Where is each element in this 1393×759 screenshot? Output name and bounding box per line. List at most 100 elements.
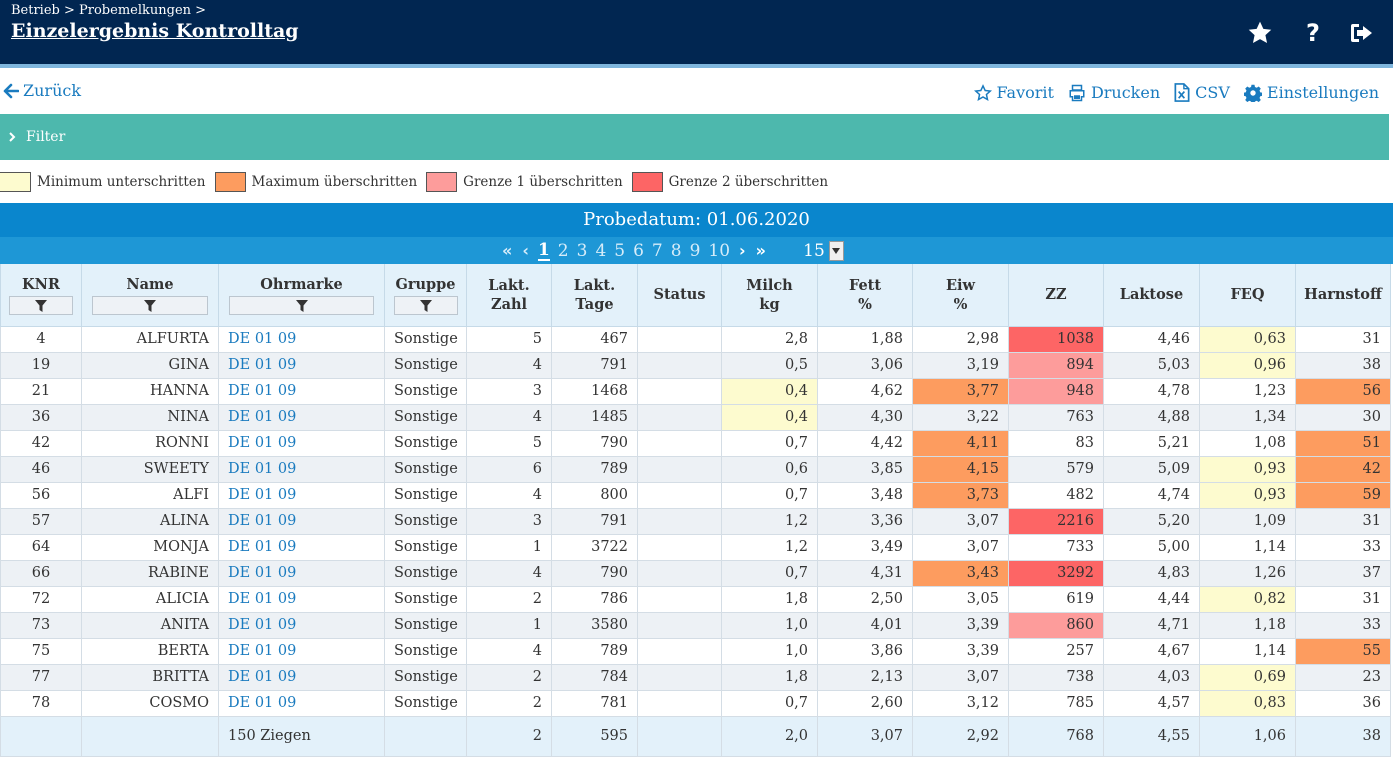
cell-lakt-zahl: 1: [466, 533, 552, 561]
table-row[interactable]: 57 ALINA DE 01 09 Sonstige 3 791 1,2 3,36 3,07 22…: [0, 507, 1391, 535]
chevron-down-icon[interactable]: [828, 240, 844, 261]
cell-ohrmarke[interactable]: DE 01 09: [218, 455, 385, 483]
footer-count: 150 Ziegen: [218, 715, 385, 757]
table-row[interactable]: 77 BRITTA DE 01 09 Sonstige 2 784 1,8 2,13 3,07 7…: [0, 663, 1391, 691]
cell-ohrmarke[interactable]: DE 01 09: [218, 585, 385, 613]
table-row[interactable]: 19 GINA DE 01 09 Sonstige 4 791 0,5 3,06 3,19 894…: [0, 351, 1391, 379]
cell-ohrmarke[interactable]: DE 01 09: [218, 325, 385, 353]
logout-icon[interactable]: [1347, 18, 1377, 48]
breadcrumb[interactable]: Betrieb > Probemelkungen >: [11, 3, 207, 18]
cell-feq: 0,96: [1199, 351, 1296, 379]
column-label: Lakt.: [488, 276, 530, 294]
table-row[interactable]: 75 BERTA DE 01 09 Sonstige 4 789 1,0 3,86 3,39 25…: [0, 637, 1391, 665]
cell-gruppe: Sonstige: [384, 403, 467, 431]
back-button[interactable]: Zurück: [3, 81, 81, 100]
column-harnstoff[interactable]: Harnstoff: [1295, 264, 1391, 327]
cell-zz: 763: [1008, 403, 1104, 431]
cell-ohrmarke[interactable]: DE 01 09: [218, 481, 385, 509]
cell-feq: 0,82: [1199, 585, 1296, 613]
cell-fett: 4,30: [817, 403, 913, 431]
column-status[interactable]: Status: [637, 264, 722, 327]
table-row[interactable]: 78 COSMO DE 01 09 Sonstige 2 781 0,7 2,60 3,12 78…: [0, 689, 1391, 717]
filter-icon[interactable]: [393, 295, 458, 315]
page-link[interactable]: 3: [576, 240, 588, 261]
cell-ohrmarke[interactable]: DE 01 09: [218, 403, 385, 431]
page-size-select[interactable]: 15: [799, 240, 844, 261]
help-icon[interactable]: ?: [1306, 19, 1320, 47]
favorit-button[interactable]: Favorit: [973, 83, 1054, 102]
table-row[interactable]: 56 ALFI DE 01 09 Sonstige 4 800 0,7 3,48 3,73 482…: [0, 481, 1391, 509]
column-lakt-zahl[interactable]: Lakt. Zahl: [466, 264, 552, 327]
first-page-icon[interactable]: «: [502, 241, 513, 260]
einstellungen-button[interactable]: Einstellungen: [1243, 83, 1379, 102]
filter-icon[interactable]: [229, 295, 374, 315]
cell-ohrmarke[interactable]: DE 01 09: [218, 663, 385, 691]
cell-ohrmarke[interactable]: DE 01 09: [218, 377, 385, 405]
page-link[interactable]: 4: [595, 240, 607, 261]
prev-page-icon[interactable]: ‹: [522, 241, 529, 260]
column-laktose[interactable]: Laktose: [1103, 264, 1200, 327]
table-row[interactable]: 73 ANITA DE 01 09 Sonstige 1 3580 1,0 4,01 3,39 8…: [0, 611, 1391, 639]
page-link[interactable]: 9: [689, 240, 701, 261]
table-row[interactable]: 72 ALICIA DE 01 09 Sonstige 2 786 1,8 2,50 3,05 6…: [0, 585, 1391, 613]
cell-status: [637, 689, 722, 717]
cell-ohrmarke[interactable]: DE 01 09: [218, 689, 385, 717]
table-footer-row: 150 Ziegen 2 595 2,0 3,07 2,92 768 4,55 …: [0, 715, 1391, 757]
cell-feq: 1,14: [1199, 637, 1296, 665]
cell-knr: 57: [0, 507, 82, 535]
last-page-icon[interactable]: »: [755, 241, 766, 260]
csv-button[interactable]: CSV: [1174, 83, 1230, 102]
column-eiw[interactable]: Eiw%: [912, 264, 1009, 327]
table-row[interactable]: 46 SWEETY DE 01 09 Sonstige 6 789 0,6 3,85 4,15 5…: [0, 455, 1391, 483]
cell-ohrmarke[interactable]: DE 01 09: [218, 351, 385, 379]
cell-laktose: 4,78: [1103, 377, 1200, 405]
filter-icon[interactable]: [92, 295, 208, 315]
cell-feq: 1,26: [1199, 559, 1296, 587]
page-link[interactable]: 8: [670, 240, 682, 261]
cell-lakt-zahl: 5: [466, 325, 552, 353]
table-row[interactable]: 36 NINA DE 01 09 Sonstige 4 1485 0,4 4,30 3,22 76…: [0, 403, 1391, 431]
table-row[interactable]: 42 RONNI DE 01 09 Sonstige 5 790 0,7 4,42 4,11 83…: [0, 429, 1391, 457]
page-link[interactable]: 6: [633, 240, 644, 261]
page-link[interactable]: 7: [651, 240, 663, 261]
table-row[interactable]: 66 RABINE DE 01 09 Sonstige 4 790 0,7 4,31 3,43 3…: [0, 559, 1391, 587]
column-milch[interactable]: Milch kg: [721, 264, 818, 327]
cell-lakt-tage: 800: [551, 481, 638, 509]
column-knr[interactable]: KNR: [0, 264, 82, 327]
filter-icon[interactable]: [9, 295, 73, 315]
column-zz[interactable]: ZZ: [1008, 264, 1104, 327]
column-lakt-tage[interactable]: Lakt. Tage: [551, 264, 638, 327]
column-gruppe[interactable]: Gruppe: [384, 264, 467, 327]
column-label: Laktose: [1119, 286, 1184, 304]
cell-eiw: 2,98: [912, 325, 1009, 353]
column-fett[interactable]: Fett%: [817, 264, 913, 327]
cell-ohrmarke[interactable]: DE 01 09: [218, 559, 385, 587]
cell-ohrmarke[interactable]: DE 01 09: [218, 533, 385, 561]
drucken-button[interactable]: Drucken: [1068, 83, 1160, 102]
next-page-icon[interactable]: ›: [739, 241, 746, 260]
page-link[interactable]: 5: [614, 240, 626, 261]
table-row[interactable]: 21 HANNA DE 01 09 Sonstige 3 1468 0,4 4,62 3,77 9…: [0, 377, 1391, 405]
cell-fett: 1,88: [817, 325, 913, 353]
filter-toggle[interactable]: Filter: [0, 114, 1389, 160]
cell-lakt-tage: 784: [551, 663, 638, 691]
page-link[interactable]: 10: [708, 240, 731, 261]
star-icon[interactable]: [1245, 18, 1275, 48]
column-name[interactable]: Name: [81, 264, 219, 327]
footer-milch: 2,0: [721, 715, 818, 757]
table-row[interactable]: 4 ALFURTA DE 01 09 Sonstige 5 467 2,8 1,88 2,98 1…: [0, 325, 1391, 353]
cell-status: [637, 637, 722, 665]
cell-lakt-zahl: 2: [466, 663, 552, 691]
cell-ohrmarke[interactable]: DE 01 09: [218, 507, 385, 535]
column-label: Fett: [848, 276, 882, 294]
column-feq[interactable]: FEQ: [1199, 264, 1296, 327]
page-link[interactable]: 2: [557, 240, 569, 261]
column-ohrmarke[interactable]: Ohrmarke: [218, 264, 385, 327]
cell-ohrmarke[interactable]: DE 01 09: [218, 429, 385, 457]
table-row[interactable]: 64 MONJA DE 01 09 Sonstige 1 3722 1,2 3,49 3,07 7…: [0, 533, 1391, 561]
cell-status: [637, 455, 722, 483]
page-list: 1 2 3 4 5 6 7 8 9 10: [534, 241, 734, 261]
cell-ohrmarke[interactable]: DE 01 09: [218, 611, 385, 639]
page-link[interactable]: 1: [537, 239, 550, 261]
cell-ohrmarke[interactable]: DE 01 09: [218, 637, 385, 665]
